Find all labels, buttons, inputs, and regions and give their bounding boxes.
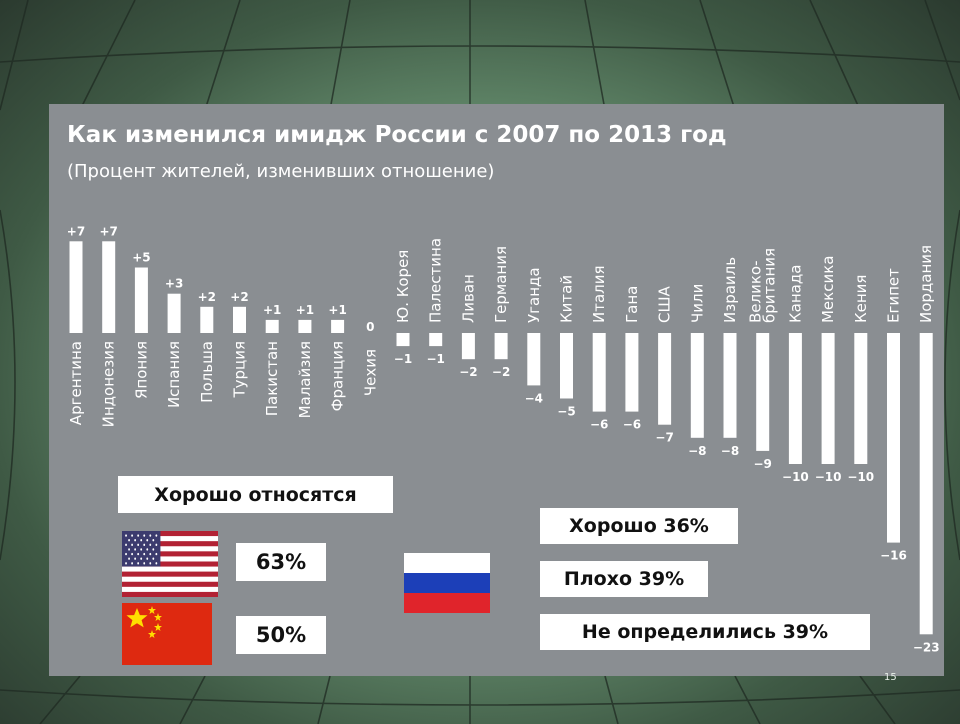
bar-chart: Как изменился имидж России с 2007 по 201…: [67, 122, 940, 654]
category-label: Чили: [688, 284, 706, 323]
undecided-percent-label: Не определились 39%: [540, 614, 870, 650]
bar: [592, 333, 606, 412]
category-label: Велико-британия: [747, 248, 779, 323]
good-percent-label: Хорошо 36%: [540, 508, 738, 544]
bar-value-label: +1: [296, 303, 314, 317]
bar: [102, 241, 116, 333]
chart-title: Как изменился имидж России с 2007 по 201…: [67, 122, 727, 148]
bar: [134, 267, 148, 333]
bar-value-label: −4: [525, 391, 543, 405]
bar: [887, 333, 900, 543]
chart-panel: Как изменился имидж России с 2007 по 201…: [49, 104, 944, 676]
chart-marks: +7 Аргентина +7 Индонезия +5 Япония +3 Испания +…: [67, 224, 940, 654]
bar-value-label: −23: [913, 640, 940, 654]
bar-value-label: −6: [590, 418, 608, 432]
bar: [461, 333, 475, 360]
category-label: Египет: [885, 268, 903, 323]
category-label: Мексика: [819, 256, 837, 323]
slide-number: 15: [884, 672, 897, 683]
bar: [527, 333, 541, 386]
category-label: Чехия: [361, 349, 379, 396]
bar-value-label: −9: [753, 457, 771, 471]
category-label: Испания: [165, 341, 183, 408]
bar: [821, 333, 835, 464]
bar-value-label: −8: [721, 444, 739, 458]
bar: [560, 333, 573, 399]
category-label: Индонезия: [100, 341, 118, 427]
bar-value-label: −6: [623, 418, 641, 432]
bar: [396, 333, 410, 347]
bar: [265, 319, 279, 333]
bar: [494, 333, 508, 360]
bar-value-label: −5: [557, 405, 575, 419]
bar-value-label: −8: [688, 444, 706, 458]
us-flag-icon: [122, 531, 218, 597]
bar-value-label: +7: [99, 224, 117, 238]
chart-subtitle: (Процент жителей, изменивших отношение): [67, 161, 494, 182]
bar: [233, 306, 246, 333]
bar: [658, 333, 672, 425]
bar-value-label: −10: [847, 470, 874, 484]
china-flag-icon: [122, 603, 212, 665]
bar: [919, 333, 933, 635]
bar: [723, 333, 737, 438]
category-label: Италия: [590, 265, 608, 323]
category-label: Малайзия: [296, 341, 314, 418]
good-attitude-label: Хорошо относятся: [118, 476, 393, 513]
category-label: Турция: [231, 341, 249, 399]
category-label: Япония: [132, 341, 150, 399]
bar: [625, 333, 639, 412]
category-label: Франция: [329, 341, 347, 411]
category-label: Аргентина: [67, 341, 85, 425]
bar-value-label: −1: [426, 352, 444, 366]
bar-value-label: −10: [782, 470, 809, 484]
bar: [298, 319, 312, 333]
bar-value-label: +7: [67, 224, 85, 238]
category-label: Палестина: [427, 238, 445, 323]
bar: [200, 306, 214, 333]
bad-percent-label: Плохо 39%: [540, 561, 708, 597]
category-label: Иордания: [917, 245, 935, 323]
bar: [429, 333, 443, 347]
bar-value-label: −2: [492, 365, 510, 379]
bar: [854, 333, 868, 464]
bar-value-label: 0: [366, 320, 374, 334]
bar-value-label: +3: [165, 277, 183, 291]
category-label: Польша: [198, 341, 216, 403]
category-label: Пакистан: [263, 341, 281, 416]
bar-value-label: −1: [394, 352, 412, 366]
category-label: США: [656, 285, 674, 323]
category-label: Израиль: [721, 257, 739, 323]
category-label: Канада: [786, 265, 804, 323]
us-percent-label: 63%: [236, 543, 326, 581]
russia-flag-icon: [404, 553, 490, 613]
category-label: Ю. Корея: [394, 250, 412, 323]
bar-value-label: −7: [655, 431, 673, 445]
category-label: Кения: [852, 275, 870, 323]
category-label: Китай: [558, 275, 576, 323]
bar-value-label: +2: [198, 290, 216, 304]
bar: [756, 333, 770, 451]
bar-value-label: +1: [328, 303, 346, 317]
bar: [690, 333, 704, 438]
bar: [331, 319, 345, 333]
bar-value-label: +2: [230, 290, 248, 304]
category-label: Гана: [623, 286, 641, 323]
category-label: Германия: [492, 246, 510, 323]
bar: [788, 333, 802, 464]
china-percent-label: 50%: [236, 616, 326, 654]
bar: [167, 293, 181, 333]
category-label: Ливан: [459, 274, 477, 323]
bar-value-label: −2: [459, 365, 477, 379]
bar-value-label: −10: [815, 470, 842, 484]
category-label: Уганда: [525, 267, 543, 323]
bar-value-label: +5: [132, 251, 150, 265]
bar-value-label: −16: [880, 549, 907, 563]
bar: [69, 241, 83, 333]
bar-value-label: +1: [263, 303, 281, 317]
